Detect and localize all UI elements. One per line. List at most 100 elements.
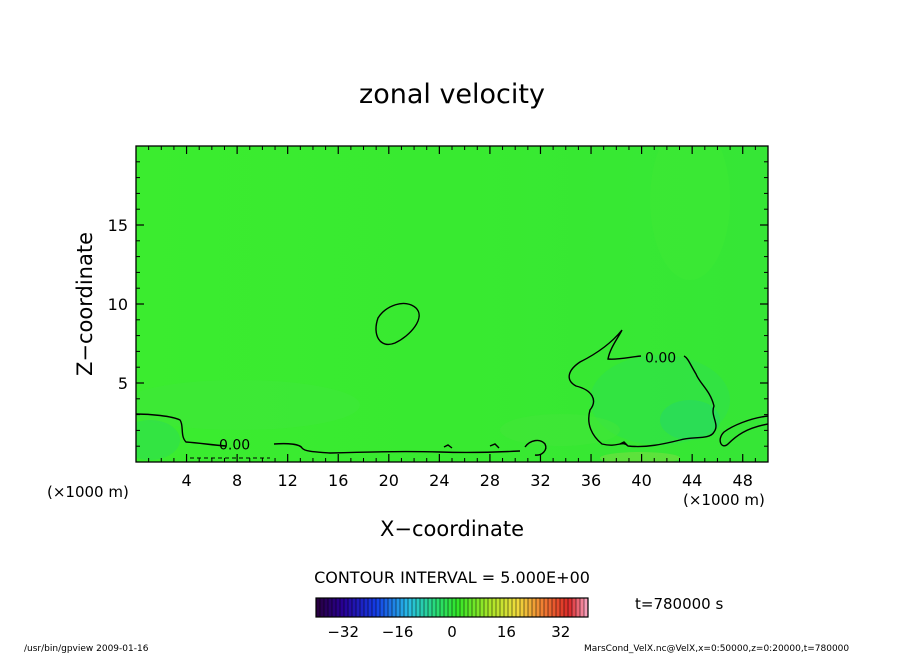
- colorbar-cell: [392, 598, 397, 617]
- footer-right: MarsCond_VelX.nc@VelX,x=0:50000,z=0:2000…: [584, 644, 849, 654]
- colorbar-cell: [436, 598, 441, 617]
- colorbar-cell: [340, 598, 345, 617]
- colorbar-cell: [496, 598, 501, 617]
- x-tick-label: 36: [581, 471, 601, 490]
- colorbar-cell: [520, 598, 525, 617]
- colorbar-cell: [556, 598, 561, 617]
- y-axis-label: Z−coordinate: [73, 232, 97, 376]
- colorbar-cell: [500, 598, 505, 617]
- field-shade-patch: [136, 420, 180, 460]
- colorbar-cell: [376, 598, 381, 617]
- colorbar-tick-label: −32: [327, 623, 359, 641]
- colorbar-cell: [584, 598, 589, 617]
- colorbar-cell: [396, 598, 401, 617]
- colorbar-tick-label: 0: [447, 623, 457, 641]
- colorbar-tick-label: 32: [551, 623, 570, 641]
- colorbar-cell: [576, 598, 581, 617]
- colorbar-tick-label: 16: [497, 623, 516, 641]
- x-tick-label: 16: [328, 471, 348, 490]
- plot-area: [136, 146, 768, 462]
- colorbar-cell: [332, 598, 337, 617]
- colorbar-cell: [404, 598, 409, 617]
- colorbar-cell: [464, 598, 469, 617]
- colorbar-cell: [408, 598, 413, 617]
- contour-line: [375, 302, 420, 346]
- colorbar-cell: [356, 598, 361, 617]
- colorbar-cell: [372, 598, 377, 617]
- colorbar-cell: [316, 598, 321, 617]
- x-unit-left: (×1000 m): [47, 483, 129, 501]
- colorbar-cell: [484, 598, 489, 617]
- field-shade-patch: [660, 400, 720, 440]
- y-tick-label: 15: [108, 216, 128, 235]
- colorbar-cell: [568, 598, 573, 617]
- colorbar-cell: [476, 598, 481, 617]
- colorbar-cell: [560, 598, 565, 617]
- contour-labels: 0.00 0.00: [219, 351, 676, 454]
- colorbar-cell: [512, 598, 517, 617]
- x-axis-label: X−coordinate: [380, 517, 524, 541]
- colorbar-cell: [428, 598, 433, 617]
- x-tick-label: 28: [480, 471, 500, 490]
- field-shade-patch: [600, 452, 680, 462]
- colorbar-tick-label: −16: [382, 623, 414, 641]
- colorbar-cell: [320, 598, 325, 617]
- colorbar-cell: [424, 598, 429, 617]
- contour-line: [273, 442, 521, 454]
- colorbar-cell: [348, 598, 353, 617]
- colorbar-cell: [384, 598, 389, 617]
- time-label: t=780000 s: [635, 595, 723, 613]
- colorbar-cell: [460, 598, 465, 617]
- contour-interval-label: CONTOUR INTERVAL = 5.000E+00: [314, 568, 590, 587]
- field-shade-patch: [500, 414, 620, 446]
- y-axis: 5 10 15: [108, 161, 768, 447]
- colorbar-cell: [544, 598, 549, 617]
- colorbar-cell: [416, 598, 421, 617]
- x-tick-label: 44: [682, 471, 702, 490]
- colorbar-cell: [440, 598, 445, 617]
- contour-line: [489, 443, 500, 449]
- colorbar-cell: [516, 598, 521, 617]
- contour-line: [568, 329, 717, 448]
- colorbar-cell: [380, 598, 385, 617]
- x-tick-label: 12: [278, 471, 298, 490]
- colorbar-cell: [480, 598, 485, 617]
- colorbar-cell: [552, 598, 557, 617]
- colorbar-cell: [524, 598, 529, 617]
- field-shade-patch: [650, 146, 730, 280]
- y-tick-label: 5: [118, 374, 128, 393]
- x-tick-label: 4: [181, 471, 191, 490]
- x-unit-right: (×1000 m): [683, 491, 765, 509]
- x-tick-label: 48: [733, 471, 753, 490]
- colorbar-cell: [492, 598, 497, 617]
- colorbar-cell: [540, 598, 545, 617]
- chart-title: zonal velocity: [359, 79, 545, 110]
- colorbar-ticks: −32 −16 0 16 32: [327, 623, 570, 641]
- colorbar-cell: [412, 598, 417, 617]
- x-axis: 4 8 12 16 20 24 28 32 36 40 44 48: [148, 146, 756, 490]
- colorbar-cell: [564, 598, 569, 617]
- colorbar-cell: [472, 598, 477, 617]
- contour-line: [136, 413, 227, 447]
- colorbar-cell: [420, 598, 425, 617]
- colorbar-cell: [344, 598, 349, 617]
- colorbar-cell: [528, 598, 533, 617]
- footer-left: /usr/bin/gpview 2009-01-16: [24, 644, 149, 654]
- x-tick-label: 40: [631, 471, 651, 490]
- colorbar-cell: [532, 598, 537, 617]
- colorbar-cell: [352, 598, 357, 617]
- x-tick-label: 20: [379, 471, 399, 490]
- colorbar-frame: [315, 597, 589, 618]
- colorbar-cell: [432, 598, 437, 617]
- colorbar-cell: [328, 598, 333, 617]
- contour-line: [619, 441, 628, 446]
- x-tick-label: 8: [232, 471, 242, 490]
- colorbar-cell: [580, 598, 585, 617]
- y-tick-label: 10: [108, 295, 128, 314]
- field-shade-patch: [136, 380, 360, 430]
- x-tick-label: 24: [429, 471, 449, 490]
- contour-label: 0.00: [645, 351, 676, 367]
- colorbar: [315, 597, 589, 618]
- contour-line: [443, 444, 453, 449]
